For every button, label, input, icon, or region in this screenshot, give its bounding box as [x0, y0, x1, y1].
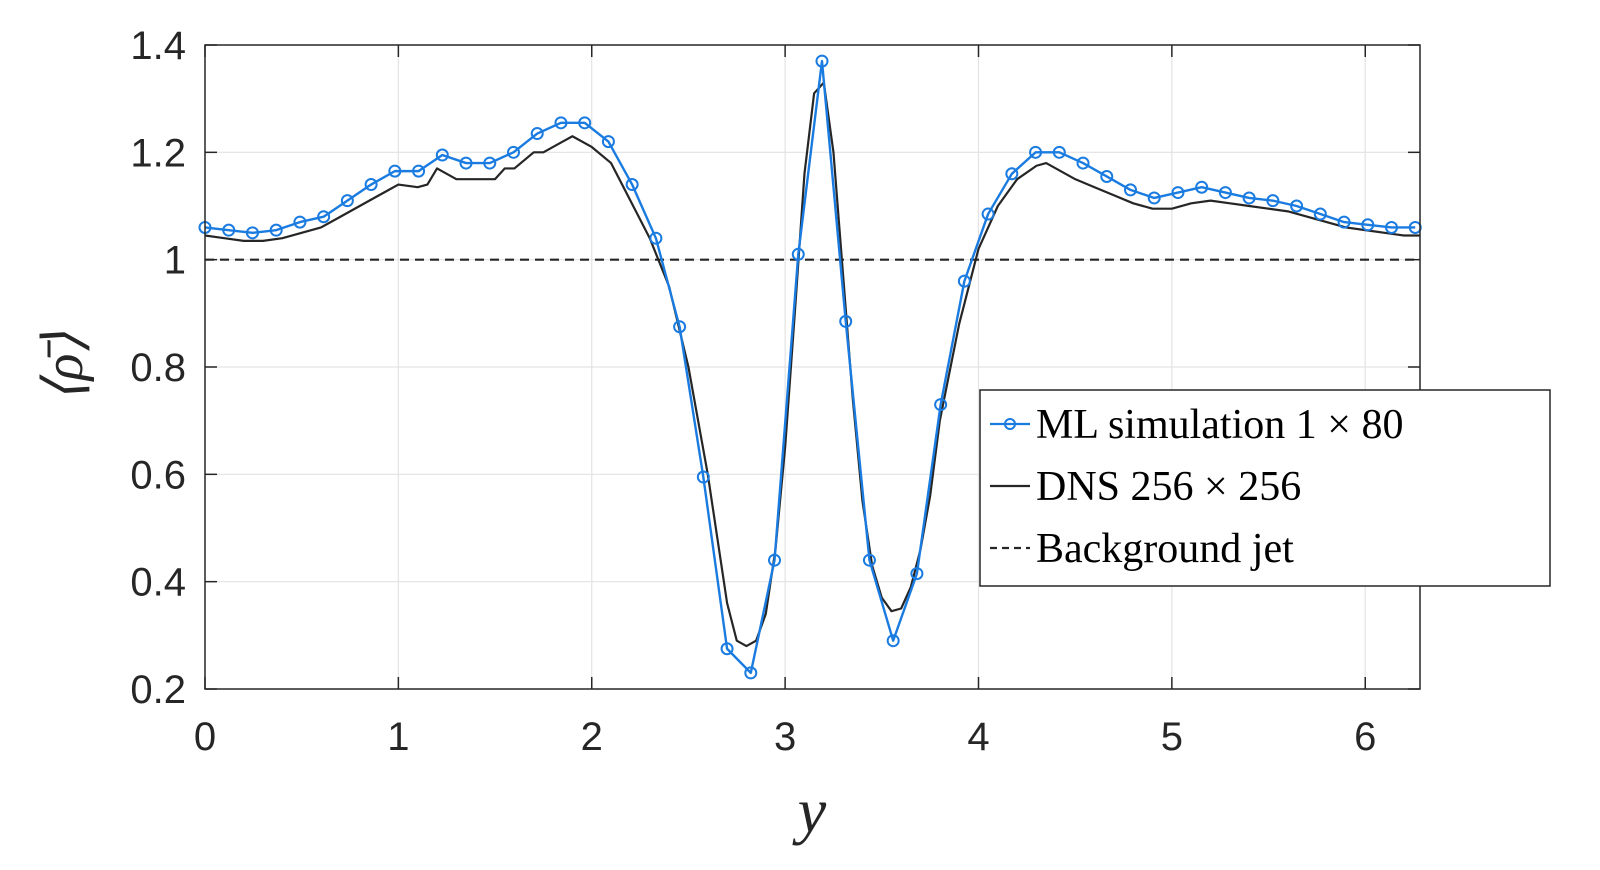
y-tick-label: 0.6 — [130, 453, 186, 497]
series-ml-point — [1029, 145, 1043, 159]
series-ml-point — [768, 553, 782, 567]
series-ml-point — [1361, 218, 1375, 232]
series-ml-point — [435, 148, 449, 162]
series-ml-point — [506, 145, 520, 159]
x-axis-label: y — [792, 775, 827, 846]
series-ml-point — [340, 194, 354, 208]
y-tick-label: 0.8 — [130, 346, 186, 390]
series-ml-point — [696, 470, 710, 484]
series-ml-point — [222, 223, 236, 237]
x-tick-label: 2 — [581, 715, 603, 759]
tick-labels: 0 1 2 3 4 5 6 0.2 0.4 0.6 0.8 1 1.2 1.4 — [130, 24, 1376, 759]
x-tick-label: 3 — [774, 715, 796, 759]
series-ml-point — [1123, 183, 1137, 197]
series-ml-point — [1100, 169, 1114, 183]
series-ml-point — [791, 247, 805, 261]
x-tick-label: 6 — [1354, 715, 1376, 759]
legend-label-background: Background jet — [1036, 526, 1294, 572]
y-tick-label: 1.4 — [130, 24, 186, 68]
series-ml-point — [886, 634, 900, 648]
series-ml-point — [910, 567, 924, 581]
x-tick-label: 5 — [1161, 715, 1183, 759]
series-ml-point — [957, 274, 971, 288]
series-ml-point — [1290, 199, 1304, 213]
series-ml-point — [981, 207, 995, 221]
series-ml-point — [1242, 191, 1256, 205]
series-ml-point — [1171, 186, 1185, 200]
series-ml-point — [1005, 167, 1019, 181]
y-tick-label: 1.2 — [130, 131, 186, 175]
series-ml-point — [934, 398, 948, 412]
series-ml-point — [459, 156, 473, 170]
series-ml-point — [1076, 156, 1090, 170]
y-axis-label: ⟨ρ̄⟩ — [33, 332, 95, 403]
series-ml-point — [1147, 191, 1161, 205]
series-ml-point — [744, 666, 758, 680]
series-ml-point — [293, 215, 307, 229]
series-ml-point — [1052, 145, 1066, 159]
series-ml-point — [625, 178, 639, 192]
series-ml-point — [862, 553, 876, 567]
series-ml-line — [204, 59, 1416, 675]
series-ml-point — [1266, 194, 1280, 208]
x-tick-label: 1 — [387, 715, 409, 759]
series-ml-point — [269, 223, 283, 237]
series-ml-point — [1385, 220, 1399, 234]
series-ml-point — [839, 314, 853, 328]
y-tick-label: 0.2 — [130, 668, 186, 712]
series-ml-point — [245, 226, 259, 240]
series-ml-point — [1195, 180, 1209, 194]
series-ml-point — [1313, 207, 1327, 221]
legend: ML simulation 1 × 80 DNS 256 × 256 Backg… — [979, 389, 1551, 587]
series-ml-point — [815, 54, 829, 68]
series-ml-point — [649, 231, 663, 245]
y-tick-label: 1 — [164, 239, 186, 283]
series-ml-point — [388, 164, 402, 178]
series-layer — [198, 54, 1422, 680]
series-ml-point — [673, 320, 687, 334]
series-ml-point — [578, 116, 592, 130]
legend-marker-ml — [1004, 418, 1016, 430]
series-ml-point — [720, 642, 734, 656]
series-ml-point — [1218, 186, 1232, 200]
y-tick-label: 0.4 — [130, 561, 186, 605]
x-tick-label: 4 — [967, 715, 989, 759]
legend-label-dns: DNS 256 × 256 — [1036, 464, 1301, 510]
series-ml-point — [1337, 215, 1351, 229]
legend-label-ml: ML simulation 1 × 80 — [1036, 402, 1403, 448]
series-ml-point — [412, 164, 426, 178]
series-ml-point — [364, 178, 378, 192]
series-ml-point — [554, 116, 568, 130]
legend-box — [979, 389, 1551, 587]
tick-marks — [204, 44, 1420, 690]
x-tick-label: 0 — [194, 715, 216, 759]
series-ml-point — [317, 210, 331, 224]
series-ml-point — [530, 127, 544, 141]
series-ml-point — [601, 135, 615, 149]
series-ml-point — [483, 156, 497, 170]
